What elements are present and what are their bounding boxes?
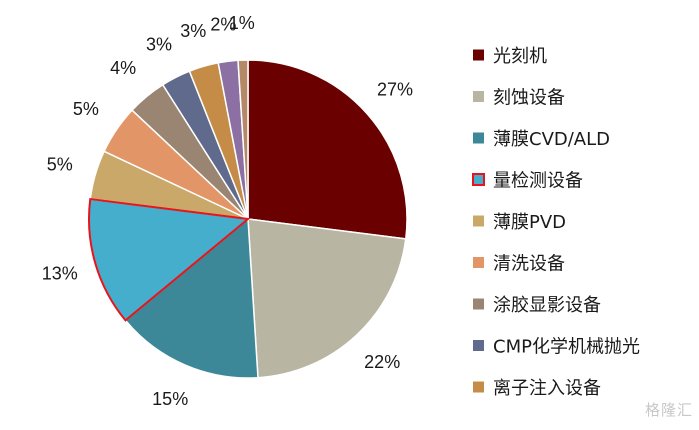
percent-label-3: 15% — [152, 389, 188, 409]
watermark: 格隆汇 — [644, 401, 693, 419]
legend-swatch — [473, 49, 484, 61]
percent-label-7: 4% — [110, 58, 136, 78]
legend-item: 涂胶显影设备 — [473, 295, 601, 316]
percent-label-1: 27% — [377, 79, 413, 99]
legend-label: CMP化学机械抛光 — [493, 337, 640, 358]
legend-label: 薄膜PVD — [493, 212, 566, 233]
legend-swatch — [473, 298, 484, 310]
legend-swatch — [473, 381, 484, 393]
legend-label: 量检测设备 — [493, 171, 583, 192]
percent-label-9: 3% — [180, 21, 206, 41]
percent-label-5: 5% — [47, 154, 73, 174]
pie-slice-1 — [247, 59, 408, 240]
legend-swatch — [473, 91, 484, 102]
legend-label: 薄膜CVD/ALD — [493, 129, 610, 150]
percent-label-4: 13% — [42, 264, 78, 284]
pie-slices — [87, 59, 408, 379]
legend-swatch — [473, 215, 484, 227]
percent-label-11: 1% — [229, 13, 255, 33]
pie-slice-11 — [237, 59, 249, 220]
highlight-outline — [87, 197, 251, 322]
legend-item: 薄膜PVD — [473, 212, 566, 233]
legend-swatch — [473, 340, 484, 351]
legend-item: 光刻机 — [473, 46, 547, 67]
pie-slice-3 — [124, 217, 259, 379]
percent-label-8: 3% — [146, 34, 172, 54]
legend-item: CMP化学机械抛光 — [473, 337, 640, 358]
legend-label: 光刻机 — [493, 46, 547, 67]
percent-label-6: 5% — [73, 99, 99, 119]
legend-item: 刻蚀设备 — [473, 88, 565, 109]
legend-swatch — [472, 173, 485, 186]
percent-label-10: 2% — [210, 15, 236, 35]
percent-label-2: 22% — [364, 352, 400, 372]
legend-swatch — [473, 132, 484, 144]
legend-label: 涂胶显影设备 — [493, 295, 601, 316]
legend-label: 清洗设备 — [493, 254, 565, 275]
legend-item: 离子注入设备 — [473, 378, 601, 399]
legend-swatch — [473, 257, 484, 268]
legend-item: 量检测设备 — [472, 171, 583, 192]
legend-label: 刻蚀设备 — [493, 88, 565, 109]
legend-item: 薄膜CVD/ALD — [473, 129, 610, 150]
legend-item: 清洗设备 — [473, 254, 565, 275]
pie-slice-2 — [247, 218, 407, 379]
percent-labels: 27%22%15%13%5%5%4%3%3% 2%1% — [42, 13, 413, 409]
legend-label: 离子注入设备 — [493, 378, 601, 399]
